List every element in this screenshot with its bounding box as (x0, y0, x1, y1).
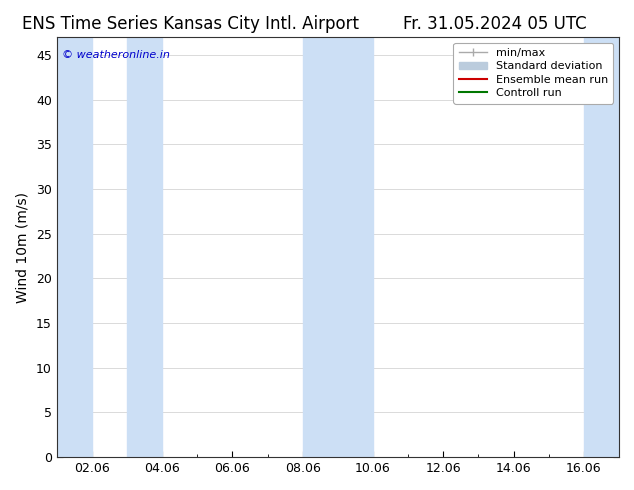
Legend: min/max, Standard deviation, Ensemble mean run, Controll run: min/max, Standard deviation, Ensemble me… (453, 43, 614, 104)
Bar (302, 37, 373, 457)
Bar (584, 37, 619, 457)
Bar (127, 37, 162, 457)
Bar (56, 37, 92, 457)
Text: ENS Time Series Kansas City Intl. Airport: ENS Time Series Kansas City Intl. Airpor… (22, 15, 359, 33)
Text: © weatheronline.in: © weatheronline.in (62, 49, 170, 60)
Y-axis label: Wind 10m (m/s): Wind 10m (m/s) (15, 192, 29, 303)
Text: Fr. 31.05.2024 05 UTC: Fr. 31.05.2024 05 UTC (403, 15, 586, 33)
